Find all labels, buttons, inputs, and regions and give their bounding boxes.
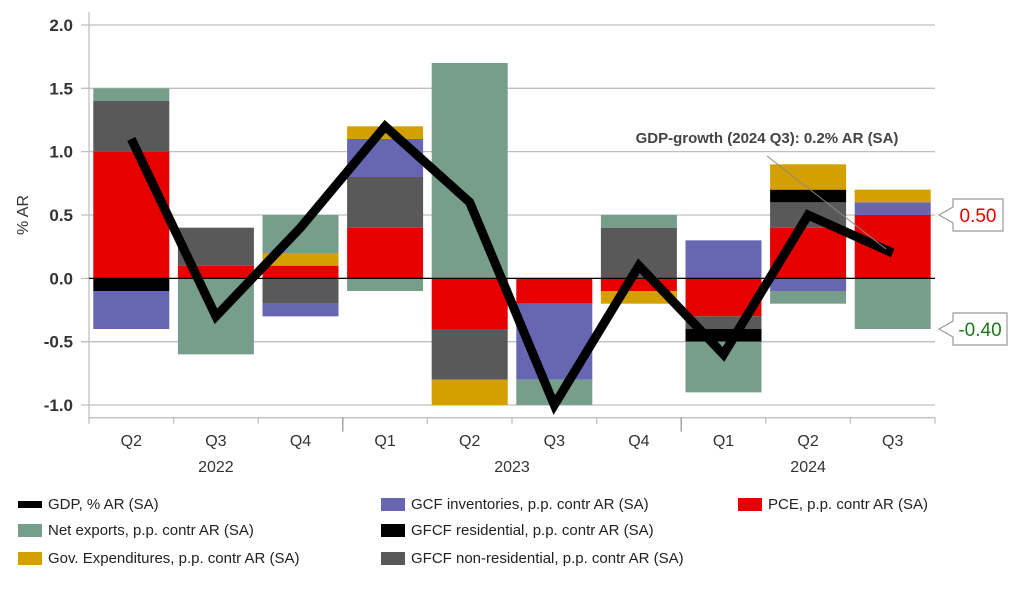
x-tick-label: Q4 bbox=[290, 433, 311, 450]
bar-inv bbox=[770, 278, 847, 292]
x-tick-label: Q3 bbox=[882, 433, 903, 450]
legend-label: GCF inventories, p.p. contr AR (SA) bbox=[411, 496, 649, 513]
legend-swatch bbox=[18, 552, 42, 565]
bar-res bbox=[93, 278, 170, 292]
y-tick-label: 2.0 bbox=[49, 16, 73, 35]
legend-swatch bbox=[381, 498, 405, 511]
bar-inv bbox=[93, 291, 170, 330]
bar-nonres bbox=[347, 176, 424, 228]
legend-label: Net exports, p.p. contr AR (SA) bbox=[48, 522, 254, 539]
legend-swatch bbox=[381, 552, 405, 565]
x-tick-label: Q2 bbox=[797, 433, 818, 450]
bar-gov bbox=[854, 189, 931, 203]
bar-inv bbox=[262, 303, 339, 317]
legend-item: GFCF non-residential, p.p. contr AR (SA) bbox=[381, 550, 684, 567]
x-tick-label: Q2 bbox=[459, 433, 480, 450]
x-tick-label: Q1 bbox=[374, 433, 395, 450]
x-tick-label: Q4 bbox=[628, 433, 649, 450]
legend-label: PCE, p.p. contr AR (SA) bbox=[768, 496, 929, 513]
year-label: 2024 bbox=[790, 459, 826, 476]
bar-inv bbox=[685, 240, 762, 279]
y-tick-label: 0.0 bbox=[49, 269, 73, 288]
bar-pce bbox=[854, 215, 931, 279]
bar-netx bbox=[93, 88, 170, 101]
gdp-annotation: GDP-growth (2024 Q3): 0.2% AR (SA) bbox=[636, 130, 899, 147]
legend-item: Gov. Expenditures, p.p. contr AR (SA) bbox=[18, 550, 300, 567]
x-tick-label: Q1 bbox=[713, 433, 734, 450]
legend-label: Gov. Expenditures, p.p. contr AR (SA) bbox=[48, 550, 300, 567]
bar-netx bbox=[854, 278, 931, 330]
bar-netx bbox=[431, 62, 508, 279]
x-tick-label: Q2 bbox=[121, 433, 142, 450]
legend: GDP, % AR (SA) GCF inventories, p.p. cont… bbox=[0, 492, 1022, 592]
bar-netx bbox=[770, 291, 847, 304]
bar-gov bbox=[262, 253, 339, 266]
callout-box bbox=[937, 312, 1008, 346]
gdp-line bbox=[127, 119, 895, 415]
legend-item: PCE, p.p. contr AR (SA) bbox=[738, 496, 928, 513]
y-tick-label: 0.5 bbox=[49, 206, 73, 225]
legend-swatch bbox=[381, 524, 405, 537]
legend-swatch bbox=[18, 501, 42, 508]
bar-nonres bbox=[431, 329, 508, 380]
bar-gov bbox=[431, 379, 508, 406]
legend-item: GCF inventories, p.p. contr AR (SA) bbox=[381, 496, 649, 513]
legend-swatch bbox=[18, 524, 42, 537]
callout-box bbox=[937, 198, 1004, 232]
callout-net-exports: -0.40 bbox=[958, 320, 1001, 341]
legend-label: GFCF non-residential, p.p. contr AR (SA) bbox=[411, 550, 684, 567]
legend-label: GFCF residential, p.p. contr AR (SA) bbox=[411, 522, 654, 539]
bar-pce bbox=[516, 278, 593, 304]
x-tick-label: Q3 bbox=[205, 433, 226, 450]
bar-netx bbox=[600, 215, 677, 228]
gdp-contributions-chart: 2.0 1.5 1.0 0.5 0.0 -0.5 -1.0 % AR Q2 Q3 Q4 Q1 Q2 Q3 Q… bbox=[15, 12, 1008, 476]
legend-item: Net exports, p.p. contr AR (SA) bbox=[18, 522, 254, 539]
legend-swatch bbox=[738, 498, 762, 511]
x-tick-label: Q3 bbox=[544, 433, 565, 450]
year-label: 2023 bbox=[494, 459, 530, 476]
bar-pce bbox=[262, 265, 339, 279]
y-tick-label: 1.5 bbox=[49, 79, 73, 98]
y-tick-label: -0.5 bbox=[44, 333, 73, 352]
legend-label: GDP, % AR (SA) bbox=[48, 496, 159, 513]
bar-nonres bbox=[262, 278, 339, 304]
annotation-leader bbox=[766, 155, 887, 250]
bar-pce bbox=[431, 278, 508, 330]
y-axis-label: % AR bbox=[15, 195, 32, 235]
bar-res bbox=[770, 189, 847, 203]
y-tick-label: 1.0 bbox=[49, 143, 73, 162]
bar-pce bbox=[93, 151, 170, 279]
legend-item: GDP, % AR (SA) bbox=[18, 496, 159, 513]
year-label: 2022 bbox=[198, 459, 234, 476]
callout-pce: 0.50 bbox=[960, 206, 997, 227]
bar-netx bbox=[347, 278, 424, 292]
legend-item: GFCF residential, p.p. contr AR (SA) bbox=[381, 522, 654, 539]
bar-gov bbox=[770, 164, 847, 190]
bar-inv bbox=[854, 202, 931, 215]
bar-pce bbox=[347, 227, 424, 279]
y-tick-label: -1.0 bbox=[44, 396, 73, 415]
